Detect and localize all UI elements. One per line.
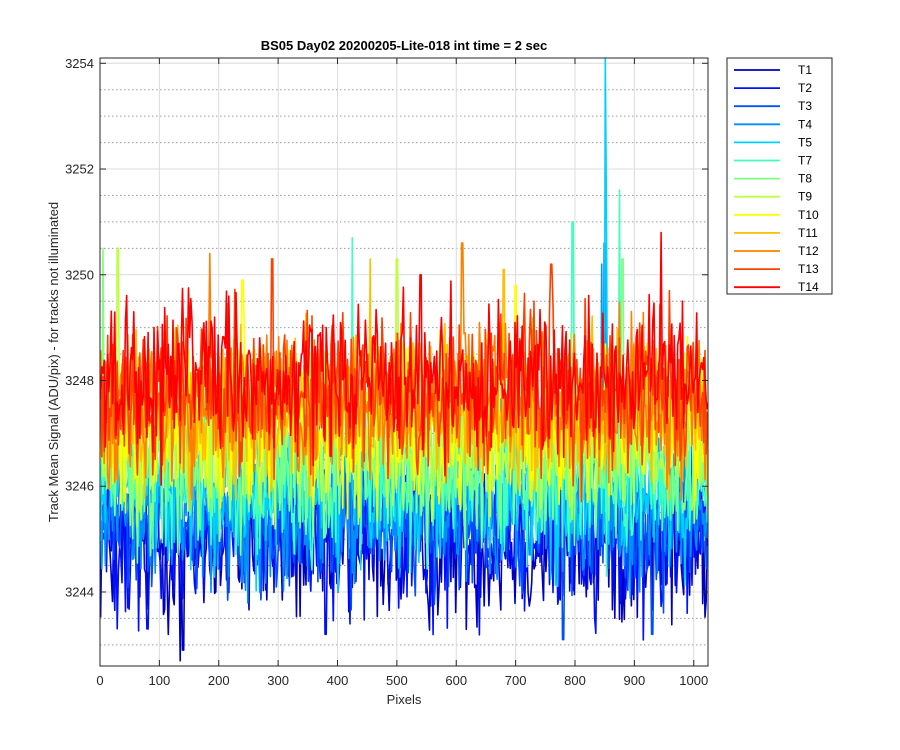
series-layer: [99, 57, 709, 662]
legend-label: T5: [798, 135, 812, 149]
x-tick-label: 600: [445, 673, 467, 688]
legend-label: T12: [798, 244, 819, 258]
legend-label: T7: [798, 154, 812, 168]
x-tick-label: 200: [208, 673, 230, 688]
y-tick-label: 3244: [65, 584, 94, 599]
x-tick-label: 500: [386, 673, 408, 688]
ticks-layer: [99, 58, 708, 666]
legend-label: T4: [798, 117, 812, 131]
legend-item-t5[interactable]: T5: [734, 135, 812, 149]
legend[interactable]: T1 T2 T3 T4 T5 T7 T8 T9 T10 T11 T12 T13 T14: [726, 57, 833, 295]
x-tick-label: 0: [96, 673, 103, 688]
y-tick-label: 3252: [65, 162, 94, 177]
series-line-t14: [99, 231, 709, 486]
x-axis-title: Pixels: [387, 692, 422, 707]
y-tick-label: 3248: [65, 373, 94, 388]
legend-item-t2[interactable]: T2: [734, 81, 812, 95]
x-tick-label: 100: [149, 673, 171, 688]
legend-label: T13: [798, 262, 819, 276]
y-tick-labels: 3244 3246 3248 3250 3252 3254: [65, 56, 94, 600]
legend-item-t11[interactable]: T11: [734, 226, 818, 240]
y-tick-label: 3254: [65, 56, 94, 71]
legend-item-t13[interactable]: T13: [734, 262, 819, 276]
y-axis-title: Track Mean Signal (ADU/pix) - for tracks…: [46, 202, 61, 522]
legend-item-t10[interactable]: T10: [734, 208, 819, 222]
legend-item-t1[interactable]: T1: [734, 63, 812, 77]
y-tick-label: 3246: [65, 479, 94, 494]
legend-label: T10: [798, 208, 819, 222]
legend-item-t3[interactable]: T3: [734, 99, 812, 113]
legend-label: T3: [798, 99, 812, 113]
legend-item-t8[interactable]: T8: [734, 172, 812, 186]
chart-title: BS05 Day02 20200205-Lite-018 int time = …: [261, 38, 548, 53]
legend-items: T1 T2 T3 T4 T5 T7 T8 T9 T10 T11 T12 T13 T14: [734, 63, 819, 294]
legend-item-t7[interactable]: T7: [734, 154, 812, 168]
legend-item-t14[interactable]: T14: [734, 280, 819, 294]
legend-label: T1: [798, 63, 812, 77]
x-tick-label: 900: [624, 673, 646, 688]
series-line-t13: [99, 258, 709, 503]
legend-item-t9[interactable]: T9: [734, 190, 812, 204]
x-tick-label: 300: [267, 673, 289, 688]
legend-item-t12[interactable]: T12: [734, 244, 819, 258]
x-tick-label: 1000: [679, 673, 708, 688]
legend-item-t4[interactable]: T4: [734, 117, 812, 131]
legend-label: T11: [798, 226, 818, 240]
legend-label: T8: [798, 172, 812, 186]
legend-box: [726, 57, 833, 295]
plot-frame: [99, 57, 709, 667]
x-tick-label: 700: [505, 673, 527, 688]
x-tick-label: 400: [327, 673, 349, 688]
x-tick-label: 800: [564, 673, 586, 688]
x-tick-labels: 0 100 200 300 400 500 600 700 800 900 1000: [96, 673, 708, 688]
y-tick-label: 3250: [65, 267, 94, 282]
legend-label: T9: [798, 190, 812, 204]
legend-label: T2: [798, 81, 812, 95]
series-line-t12: [99, 242, 709, 502]
legend-label: T14: [798, 280, 819, 294]
